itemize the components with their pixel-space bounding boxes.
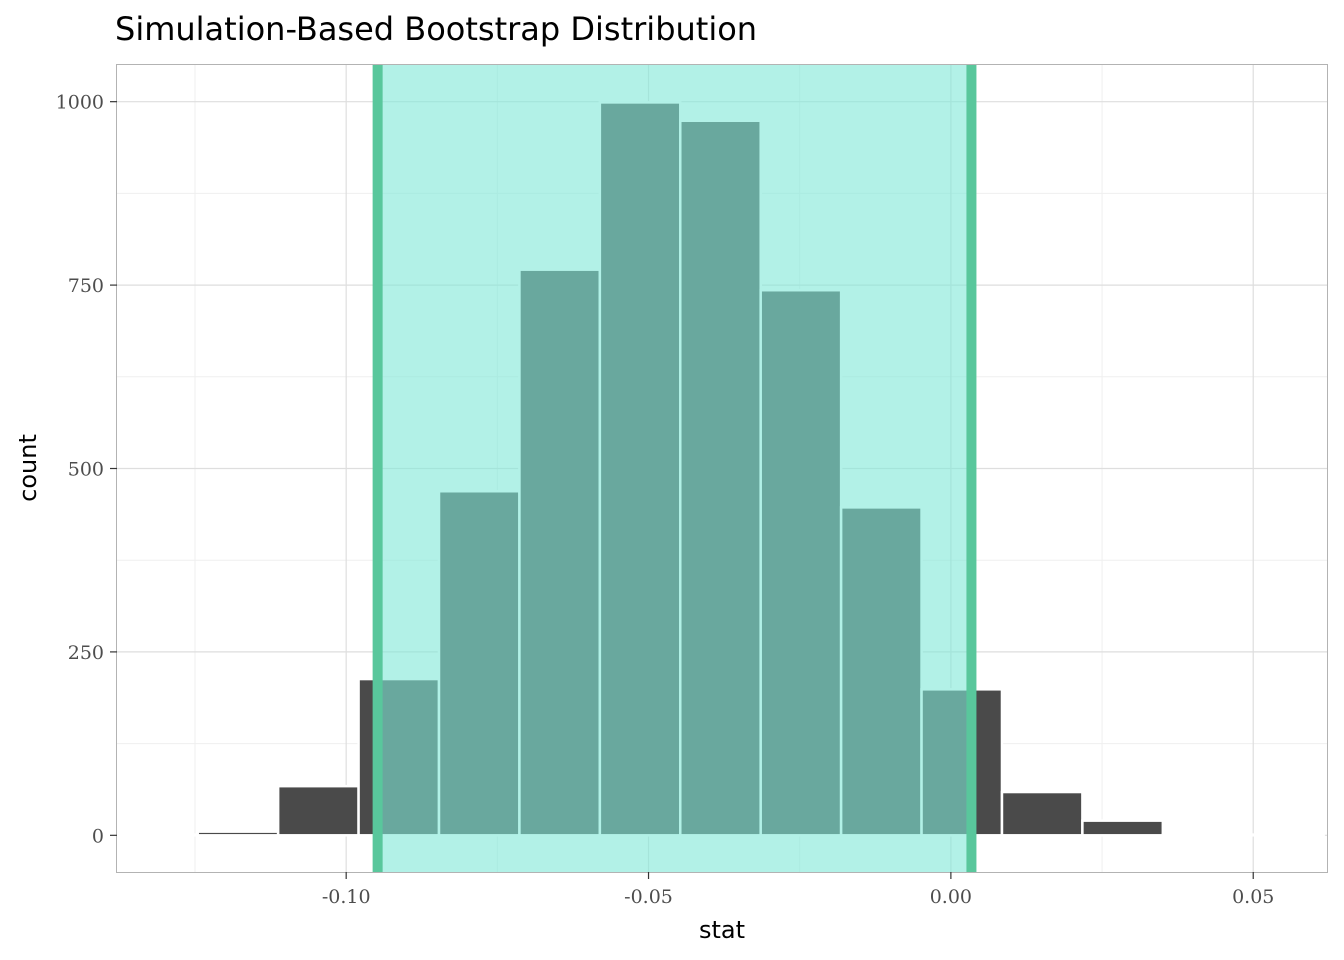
ci-shaded-region — [377, 65, 972, 872]
y-axis-ticks: 0 250 500 750 1000 — [56, 92, 117, 847]
x-axis-ticks: -0.10 -0.05 0.00 0.05 — [322, 872, 1274, 908]
x-tick-label: -0.10 — [322, 886, 371, 908]
confidence-interval — [372, 65, 977, 872]
histogram-bar — [1081, 819, 1165, 837]
histogram-bar — [196, 830, 280, 837]
y-axis-title: count — [14, 434, 42, 502]
x-axis-title: stat — [699, 916, 745, 944]
histogram-bar — [1000, 790, 1084, 837]
x-tick-label: -0.05 — [624, 886, 673, 908]
histogram-bar — [276, 784, 360, 837]
y-tick-label: 250 — [68, 642, 104, 664]
histogram-bar — [116, 833, 199, 837]
x-tick-label: 0.05 — [1232, 886, 1274, 908]
y-tick-label: 0 — [92, 825, 104, 847]
y-tick-label: 500 — [68, 459, 104, 481]
histogram-bar — [1161, 833, 1245, 837]
histogram-bar — [1241, 833, 1325, 837]
y-tick-label: 750 — [68, 275, 104, 297]
x-tick-label: 0.00 — [930, 886, 972, 908]
chart-title: Simulation-Based Bootstrap Distribution — [115, 10, 757, 48]
y-tick-label: 1000 — [56, 92, 104, 114]
